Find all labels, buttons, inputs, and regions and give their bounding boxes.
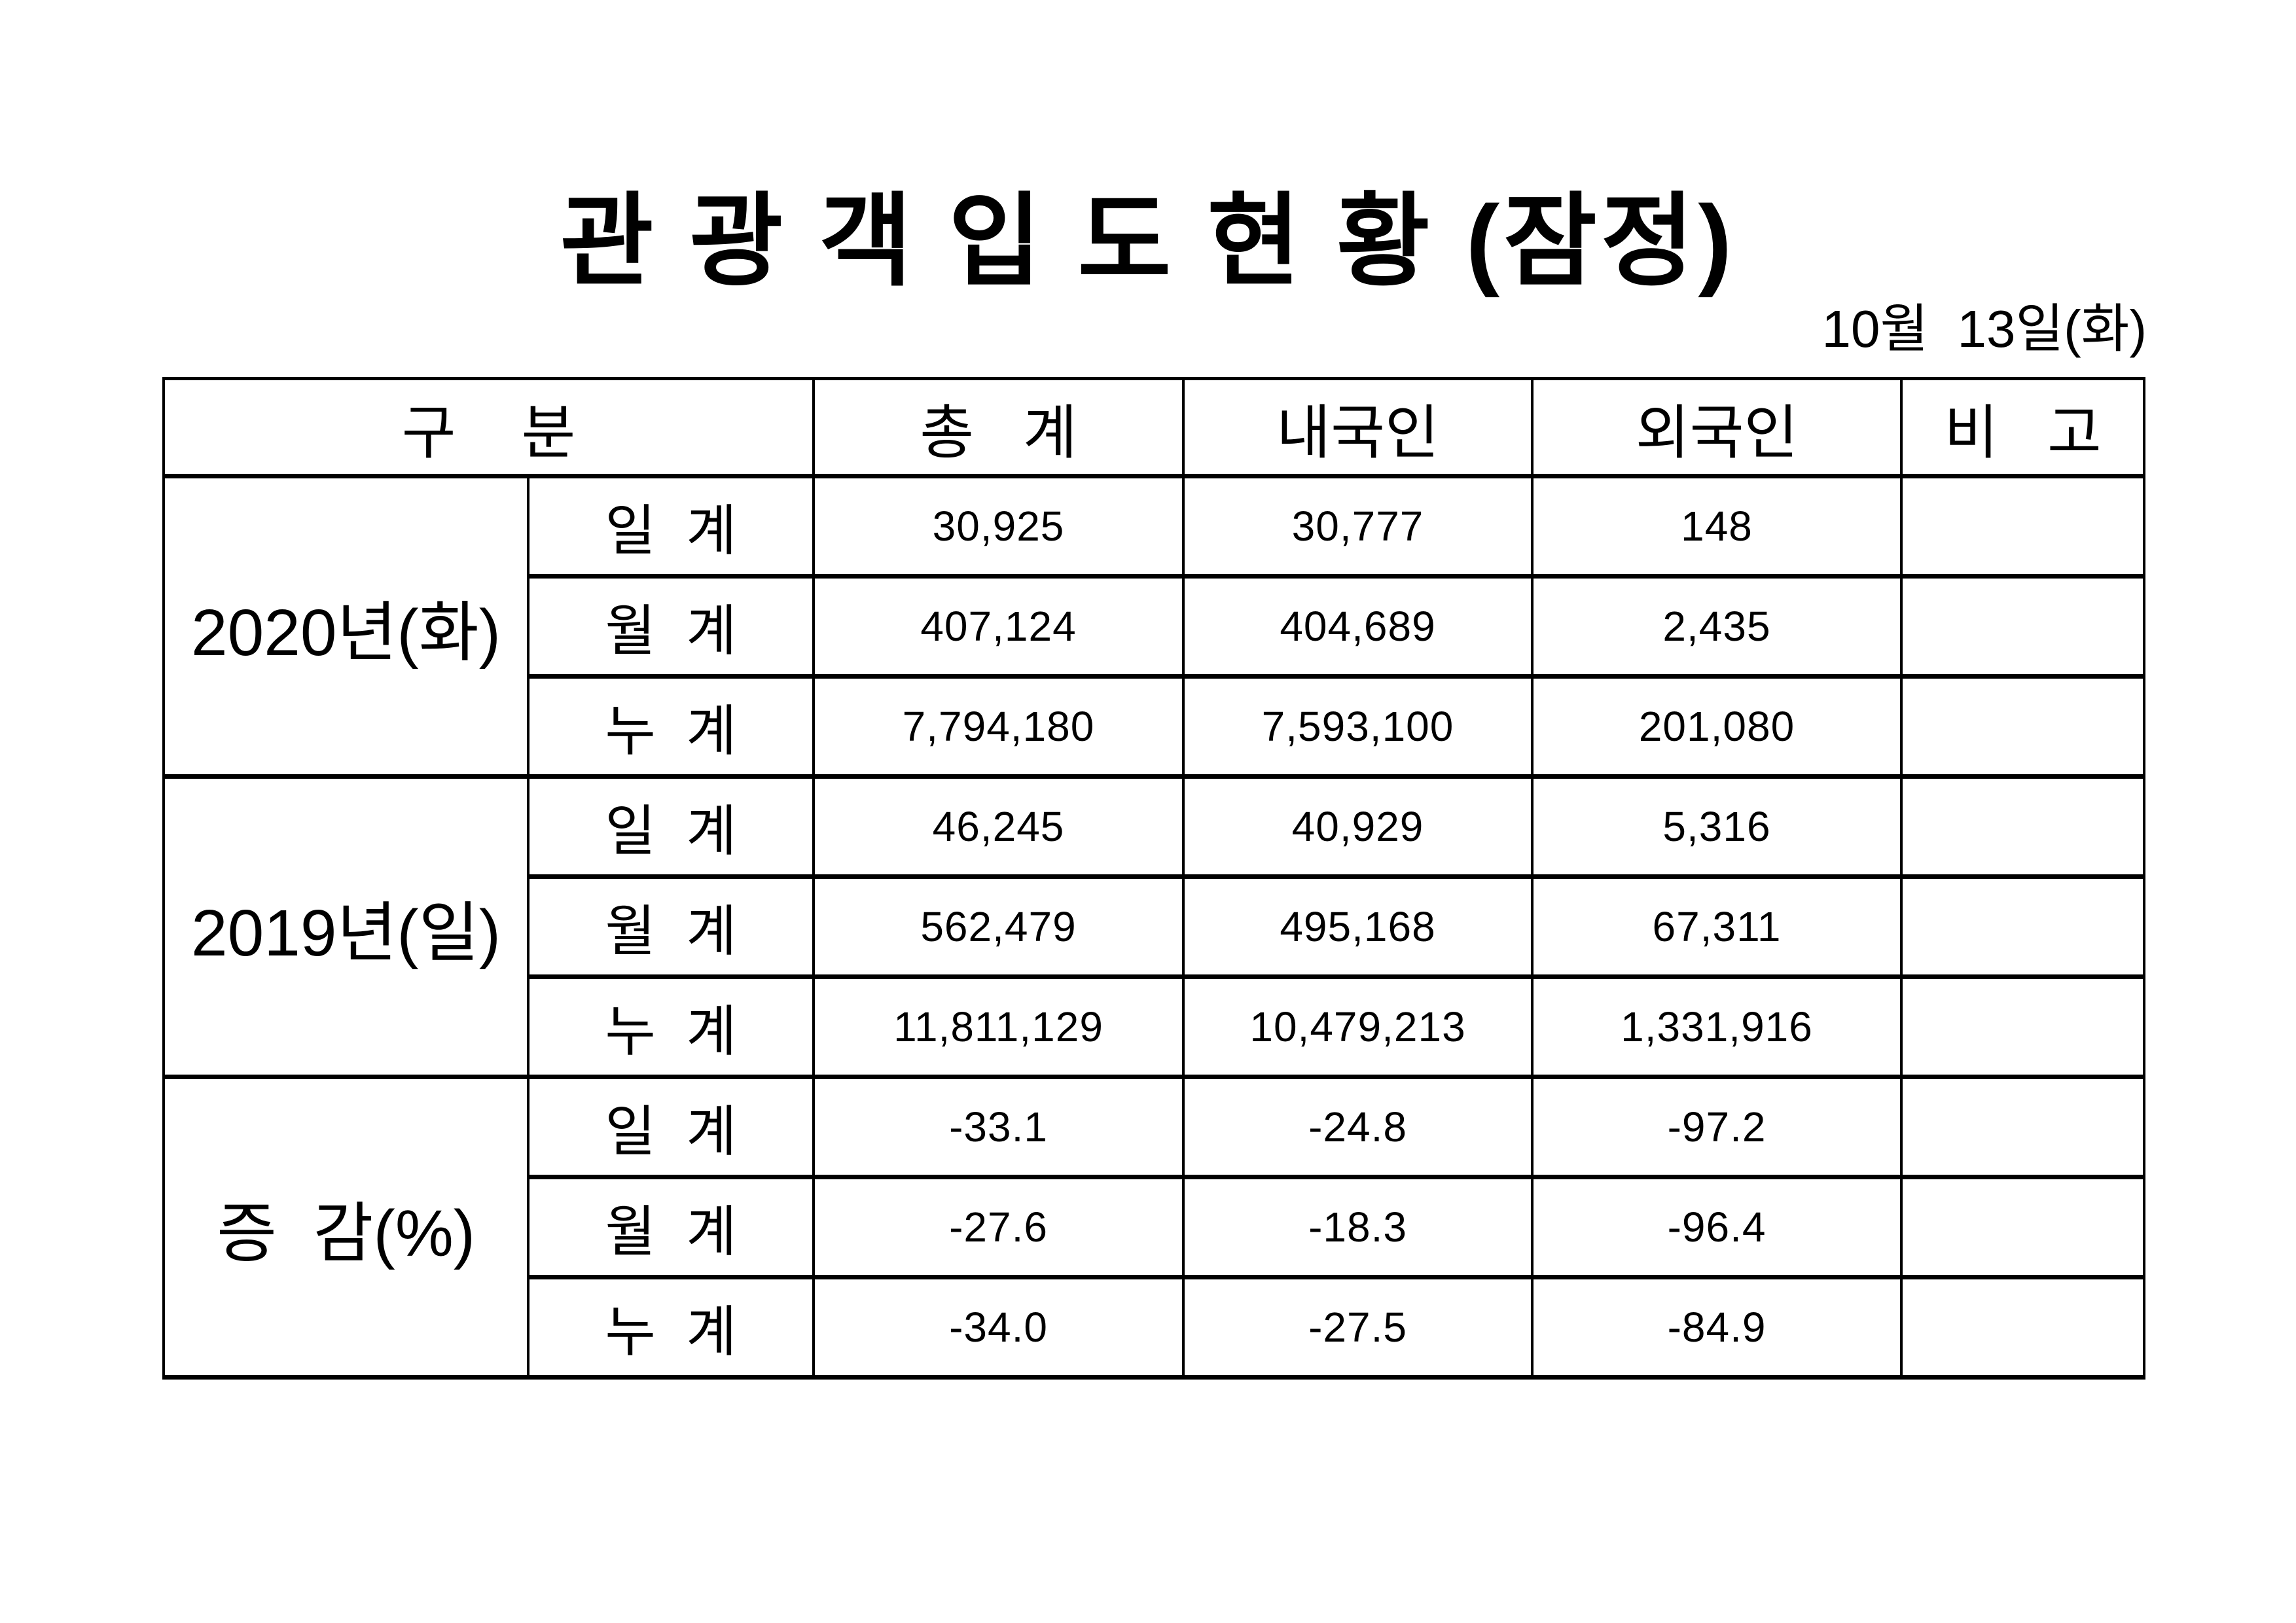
note-cell xyxy=(1900,1275,2145,1380)
value-foreign: 5,316 xyxy=(1531,774,1903,879)
value-domestic: 7,593,100 xyxy=(1182,674,1534,779)
header-domestic: 내국인 xyxy=(1182,377,1534,478)
value-total: -33.1 xyxy=(812,1075,1185,1179)
value-total: 7,794,180 xyxy=(812,674,1185,779)
header-note: 비 고 xyxy=(1900,377,2145,478)
value-total: -34.0 xyxy=(812,1275,1185,1380)
value-foreign: -84.9 xyxy=(1531,1275,1903,1380)
table-row: 누 계 -34.0 -27.5 -84.9 xyxy=(164,1275,2145,1380)
header-foreign: 외국인 xyxy=(1531,377,1903,478)
page-title: 관 광 객 입 도 현 황 (잠정) xyxy=(560,185,1736,298)
table-row: 2019년(일) 일 계 46,245 40,929 5,316 xyxy=(162,774,2145,1079)
value-total: 407,124 xyxy=(812,574,1185,679)
value-total: 30,925 xyxy=(812,474,1185,579)
group-label-change: 증 감(%) xyxy=(162,1075,529,1380)
arrivals-table: 구 분 총 계 내국인 외국인 비 고 2020년(화) 일 계 30,925 … xyxy=(162,377,2145,1380)
value-domestic: -24.8 xyxy=(1182,1075,1534,1179)
note-cell xyxy=(1900,674,2145,779)
table-row: 증 감(%) 일 계 -33.1 -24.8 -97.2 xyxy=(162,1075,2145,1380)
table-row: 월 계 562,479 495,168 67,311 xyxy=(164,874,2145,979)
value-domestic: -18.3 xyxy=(1182,1175,1534,1279)
value-foreign: 2,435 xyxy=(1531,574,1903,679)
value-domestic: -27.5 xyxy=(1182,1275,1534,1380)
value-domestic: 404,689 xyxy=(1182,574,1534,679)
note-cell xyxy=(1900,574,2145,679)
table-row: 누 계 11,811,129 10,479,213 1,331,916 xyxy=(164,974,2145,1079)
note-cell xyxy=(1900,874,2145,979)
value-foreign: 1,331,916 xyxy=(1531,974,1903,1079)
value-total: 46,245 xyxy=(812,774,1185,879)
value-domestic: 495,168 xyxy=(1182,874,1534,979)
table-row: 월 계 407,124 404,689 2,435 xyxy=(164,574,2145,679)
group-label-2020: 2020년(화) xyxy=(162,474,529,779)
value-domestic: 30,777 xyxy=(1182,474,1534,579)
table-row: 누 계 7,794,180 7,593,100 201,080 xyxy=(164,674,2145,779)
header-total: 총 계 xyxy=(812,377,1185,478)
note-cell xyxy=(1900,1075,2145,1179)
group-label-2019: 2019년(일) xyxy=(162,774,529,1079)
value-foreign: -97.2 xyxy=(1531,1075,1903,1179)
sub-label-monthly: 월 계 xyxy=(527,1175,815,1279)
table-row: 2020년(화) 일 계 30,925 30,777 148 xyxy=(162,474,2145,779)
value-foreign: 148 xyxy=(1531,474,1903,579)
note-cell xyxy=(1900,774,2145,879)
note-cell xyxy=(1900,474,2145,579)
header-row: 구 분 총 계 내국인 외국인 비 고 xyxy=(162,377,2145,478)
value-total: 562,479 xyxy=(812,874,1185,979)
value-total: 11,811,129 xyxy=(812,974,1185,1079)
sub-label-daily: 일 계 xyxy=(527,1075,815,1179)
table-row: 월 계 -27.6 -18.3 -96.4 xyxy=(164,1175,2145,1279)
sub-label-cumulative: 누 계 xyxy=(527,1275,815,1380)
value-domestic: 10,479,213 xyxy=(1182,974,1534,1079)
sub-label-daily: 일 계 xyxy=(527,474,815,579)
value-foreign: 201,080 xyxy=(1531,674,1903,779)
note-cell xyxy=(1900,1175,2145,1279)
sub-label-monthly: 월 계 xyxy=(527,574,815,679)
value-foreign: -96.4 xyxy=(1531,1175,1903,1279)
sub-label-cumulative: 누 계 xyxy=(527,974,815,1079)
value-foreign: 67,311 xyxy=(1531,874,1903,979)
date-label: 10월 13일(화) xyxy=(1821,300,2147,358)
value-total: -27.6 xyxy=(812,1175,1185,1279)
sub-label-cumulative: 누 계 xyxy=(527,674,815,779)
header-category: 구 분 xyxy=(162,377,815,478)
value-domestic: 40,929 xyxy=(1182,774,1534,879)
note-cell xyxy=(1900,974,2145,1079)
sub-label-monthly: 월 계 xyxy=(527,874,815,979)
sub-label-daily: 일 계 xyxy=(527,774,815,879)
